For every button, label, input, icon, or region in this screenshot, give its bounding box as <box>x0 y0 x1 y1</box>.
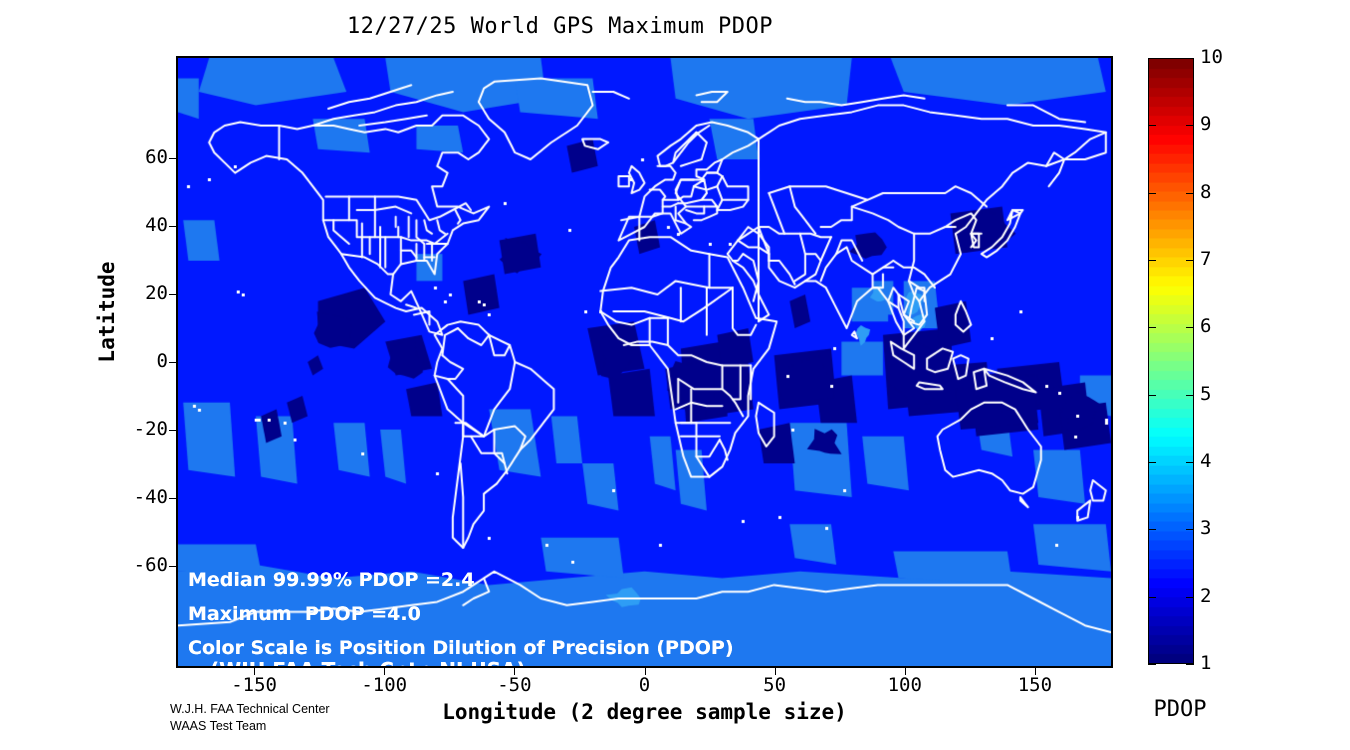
x-tick-label: -50 <box>497 674 532 696</box>
y-tick-mark <box>169 566 176 567</box>
y-tick-label: -40 <box>133 486 168 508</box>
x-tick-mark <box>644 668 646 675</box>
colorbar-tick-label: 2 <box>1200 585 1212 607</box>
x-axis-label: Longitude (2 degree sample size) <box>442 700 847 724</box>
y-tick-label: 60 <box>145 146 168 168</box>
colorbar-tick-label: 9 <box>1200 113 1212 135</box>
figure-title: 12/27/25 World GPS Maximum PDOP <box>346 14 774 39</box>
y-tick-label: -20 <box>133 418 168 440</box>
colorbar-tick-label: 1 <box>1200 652 1212 674</box>
colorbar-tick-mark <box>1186 462 1194 463</box>
y-tick-mark <box>169 430 176 431</box>
colorbar-tick-mark <box>1186 125 1194 126</box>
colorbar-tick-mark <box>1186 597 1194 598</box>
x-tick-mark <box>514 668 516 675</box>
y-tick-label: 40 <box>145 214 168 236</box>
x-tick-label: 150 <box>1017 674 1053 696</box>
colorscale-annotation: Color Scale is Position Dilution of Prec… <box>188 637 734 659</box>
colorbar-tick-mark <box>1148 597 1156 598</box>
y-tick-mark <box>169 226 176 227</box>
pdop-heatmap-canvas <box>178 58 1111 666</box>
colorbar[interactable] <box>1148 58 1194 664</box>
colorbar-tick-label: 7 <box>1200 248 1212 270</box>
colorbar-tick-mark <box>1186 58 1194 59</box>
colorbar-tick-mark <box>1148 529 1156 530</box>
credit-line-1: W.J.H. FAA Technical Center <box>170 702 330 716</box>
colorbar-tick-mark <box>1148 327 1156 328</box>
x-tick-label: 50 <box>763 674 787 696</box>
x-tick-label: -100 <box>361 674 408 696</box>
median-pdop-annotation: Median 99.99% PDOP =2.4 <box>188 569 475 591</box>
colorbar-tick-mark <box>1148 193 1156 194</box>
colorbar-tick-mark <box>1186 327 1194 328</box>
colorbar-tick-mark <box>1186 529 1194 530</box>
x-tick-label: 100 <box>887 674 922 696</box>
y-tick-mark <box>169 158 176 159</box>
colorbar-tick-mark <box>1148 664 1156 665</box>
y-tick-label: 0 <box>156 350 168 372</box>
maximum-pdop-annotation: Maximum PDOP =4.0 <box>188 603 421 625</box>
x-tick-mark <box>1034 668 1036 675</box>
colorbar-tick-mark <box>1186 193 1194 194</box>
colorbar-title: PDOP <box>1153 697 1207 722</box>
colorbar-tick-label: 3 <box>1200 517 1212 539</box>
x-tick-label: -150 <box>231 674 277 696</box>
colorbar-tick-mark <box>1148 125 1156 126</box>
colorbar-tick-label: 10 <box>1200 46 1223 68</box>
colorbar-tick-mark <box>1186 260 1194 261</box>
colorbar-tick-mark <box>1148 58 1156 59</box>
colorbar-tick-mark <box>1148 395 1156 396</box>
colorbar-tick-label: 8 <box>1200 181 1212 203</box>
x-tick-mark <box>904 668 906 675</box>
colorbar-tick-label: 5 <box>1200 383 1212 405</box>
y-tick-mark <box>169 362 176 363</box>
credit-line-2: WAAS Test Team <box>170 719 267 733</box>
x-tick-mark <box>774 668 776 675</box>
colorbar-tick-label: 4 <box>1200 450 1212 472</box>
colorbar-tick-mark <box>1186 664 1194 665</box>
x-tick-mark <box>384 668 386 675</box>
source-annotation: (WJH FAA Tech Cntr, NJ USA) <box>210 658 526 666</box>
colorbar-gradient <box>1149 59 1193 663</box>
colorbar-tick-mark <box>1186 395 1194 396</box>
x-tick-mark <box>254 668 256 675</box>
x-tick-label: 0 <box>638 674 651 696</box>
y-tick-label: -60 <box>133 554 168 576</box>
colorbar-tick-label: 6 <box>1200 315 1212 337</box>
y-tick-label: 20 <box>145 282 168 304</box>
y-tick-mark <box>169 498 176 499</box>
map-plot-area[interactable]: Median 99.99% PDOP =2.4 Maximum PDOP =4.… <box>176 56 1113 668</box>
colorbar-tick-mark <box>1148 462 1156 463</box>
y-tick-mark <box>169 294 176 295</box>
credits-block: W.J.H. FAA Technical Center WAAS Test Te… <box>170 701 330 735</box>
colorbar-tick-mark <box>1148 260 1156 261</box>
